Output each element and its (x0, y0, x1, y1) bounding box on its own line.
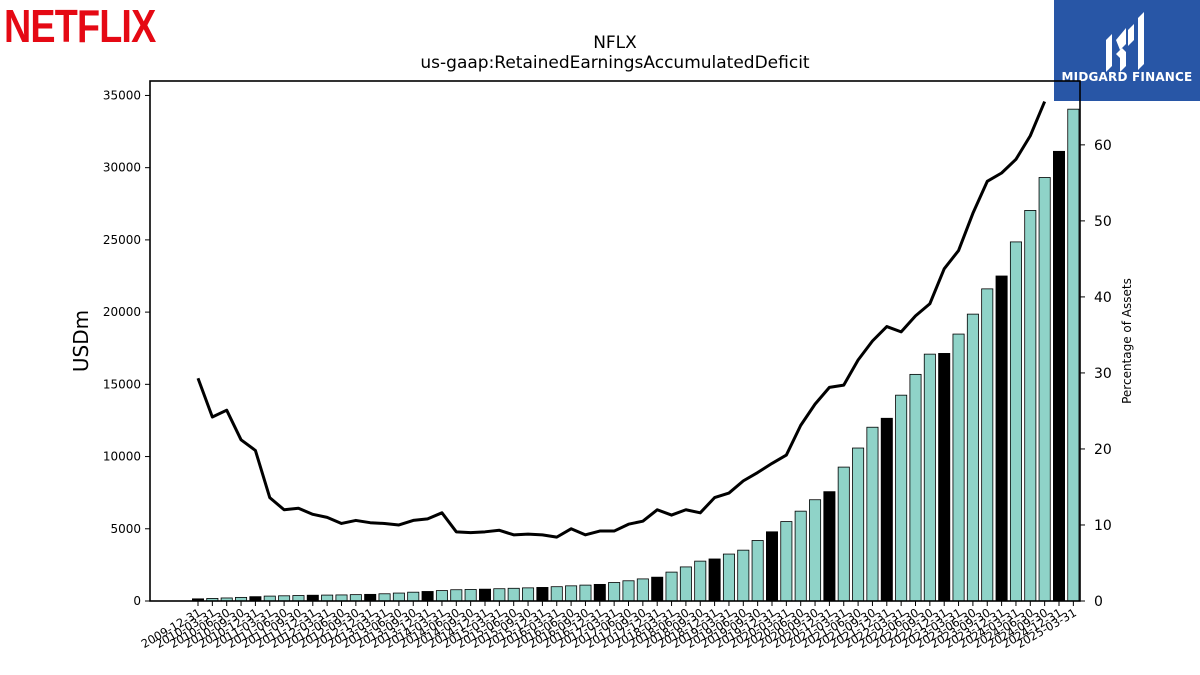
bar (608, 582, 621, 602)
bar (536, 587, 549, 602)
bar (895, 394, 908, 602)
bar (349, 594, 362, 602)
bar (522, 587, 535, 602)
bar (823, 491, 836, 602)
bar (507, 587, 520, 602)
bar (737, 549, 750, 602)
bar (722, 553, 735, 602)
y-tick-label: 35000 (103, 88, 141, 102)
badge-label: MIDGARD FINANCE (1061, 70, 1193, 84)
bar (1067, 108, 1080, 602)
bar (550, 586, 563, 602)
bar (392, 592, 405, 602)
chart-subtitle: us-gaap:RetainedEarningsAccumulatedDefic… (420, 53, 810, 73)
midgard-badge-background (1054, 0, 1200, 101)
bar (450, 589, 463, 602)
bar (679, 566, 692, 602)
y-tick-label: 5000 (110, 522, 141, 536)
bar (794, 510, 807, 602)
netflix-logo: NETFLIX (4, 0, 156, 52)
percentage-line (196, 100, 1047, 539)
bar (321, 594, 334, 602)
bar (364, 593, 377, 602)
midgard-finance-badge: MIDGARD FINANCE (1054, 0, 1200, 101)
bar (780, 521, 793, 602)
bar (292, 595, 305, 602)
bar (421, 591, 434, 602)
bar (866, 426, 879, 602)
bar (952, 333, 965, 602)
y-tick-label: 15000 (103, 377, 141, 391)
y-tick-label: 30000 (103, 161, 141, 175)
bar (464, 589, 477, 602)
y2-tick-label: 0 (1094, 594, 1103, 610)
bar (1038, 177, 1051, 602)
y2-tick-label: 60 (1094, 138, 1112, 154)
y-tick-label: 0 (133, 594, 141, 608)
y2-tick-label: 20 (1094, 442, 1112, 458)
bar (493, 588, 506, 602)
bar (407, 591, 420, 602)
bar (306, 594, 319, 602)
bar (622, 580, 635, 602)
bar (1009, 241, 1022, 602)
bar (923, 353, 936, 602)
y-tick-label: 20000 (103, 305, 141, 319)
chart-title: NFLX (593, 33, 637, 53)
bar (1024, 210, 1037, 602)
bar (995, 275, 1008, 602)
bar (751, 540, 764, 602)
y-axis-label: USDm (69, 310, 93, 372)
bar (1053, 150, 1066, 602)
bar (981, 288, 994, 602)
bar (435, 590, 448, 602)
bar (378, 593, 391, 602)
bar (694, 560, 707, 602)
bar (665, 571, 678, 602)
bar (809, 499, 822, 602)
midgard-emblem-icon (1106, 12, 1144, 72)
bar (636, 578, 649, 602)
bar (880, 417, 893, 602)
bar (966, 313, 979, 602)
bar (651, 576, 664, 602)
bar (766, 531, 779, 602)
bar (565, 585, 578, 602)
y2-axis-label: Percentage of Assets (1120, 278, 1134, 404)
y2-tick-label: 10 (1094, 518, 1112, 534)
bar (837, 466, 850, 602)
plot-frame (149, 80, 1081, 602)
bar (708, 558, 721, 602)
y2-tick-label: 30 (1094, 366, 1112, 382)
bar (478, 588, 491, 602)
bar (593, 583, 606, 602)
y2-tick-label: 50 (1094, 214, 1112, 230)
bar (909, 373, 922, 602)
bar (335, 594, 348, 602)
bar (579, 584, 592, 602)
bar (852, 447, 865, 602)
y2-tick-label: 40 (1094, 290, 1112, 306)
y-tick-label: 10000 (103, 450, 141, 464)
bar (938, 353, 951, 602)
y-tick-label: 25000 (103, 233, 141, 247)
